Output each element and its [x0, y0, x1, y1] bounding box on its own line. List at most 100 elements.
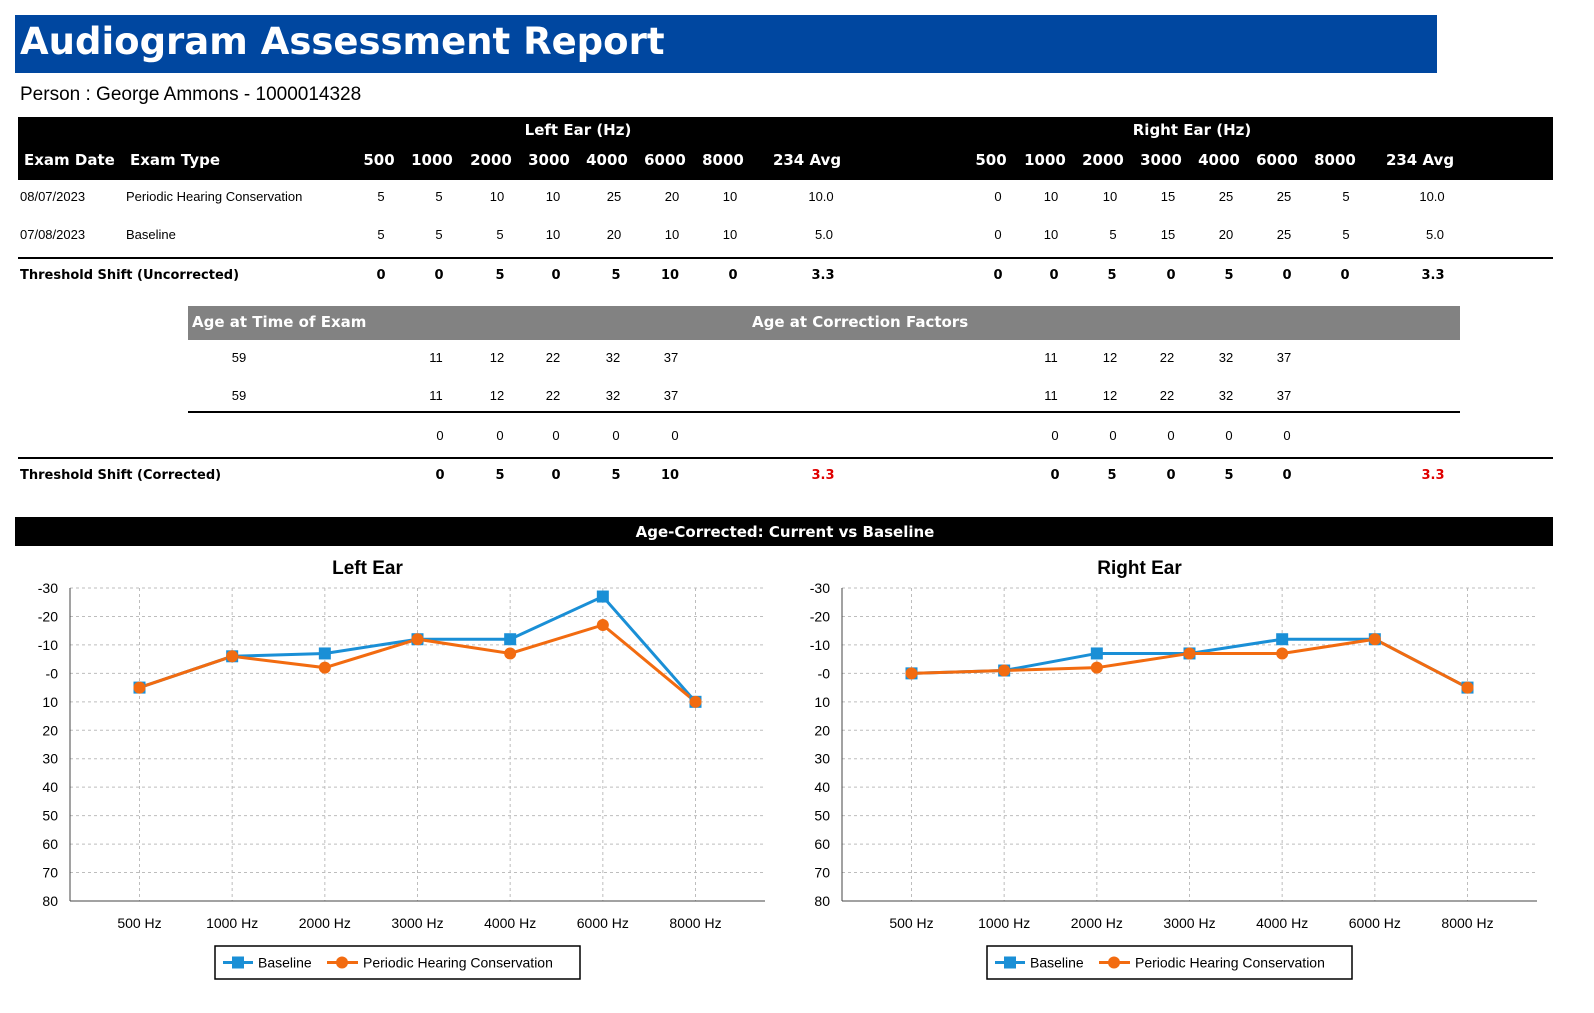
factor-cell: 12	[489, 388, 505, 403]
right-freq-header: 1000	[1024, 151, 1066, 169]
x-tick-label: 1000 Hz	[978, 915, 1030, 931]
left-freq-header: 8000	[702, 151, 744, 169]
x-tick-label: 3000 Hz	[391, 915, 443, 931]
diff-cell: 0	[1283, 428, 1291, 443]
factor-cell: 11	[429, 388, 443, 403]
row-exam-date: 08/07/2023	[20, 189, 86, 204]
cell: 15	[1160, 227, 1176, 242]
legend-periodic-label: Periodic Hearing Conservation	[1135, 955, 1325, 971]
cell: 10	[545, 227, 561, 242]
baseline-point	[1276, 633, 1289, 646]
cell: 10	[545, 189, 561, 204]
periodic-point	[1090, 661, 1103, 674]
right-freq-header: 2000	[1082, 151, 1124, 169]
cell: 5	[377, 227, 385, 242]
cell: 20	[606, 227, 622, 242]
factor-cell: 11	[1044, 388, 1058, 403]
y-tick-label: 30	[42, 751, 58, 767]
y-tick-label: -20	[38, 608, 58, 624]
cell: 5	[435, 189, 443, 204]
x-tick-label: 4000 Hz	[1256, 915, 1308, 931]
chart-title: Right Ear	[1097, 558, 1182, 579]
shift-cell: 0	[551, 468, 561, 483]
title-banner	[15, 15, 1437, 73]
periodic-point	[1461, 681, 1474, 694]
y-tick-label: 30	[814, 751, 830, 767]
baseline-point	[596, 590, 609, 603]
cell: 5	[377, 189, 385, 204]
cell: 10	[1102, 189, 1118, 204]
y-tick-label: -10	[810, 637, 830, 653]
y-tick-label: -0	[46, 665, 59, 681]
x-tick-label: 6000 Hz	[577, 915, 629, 931]
person-label: Person :	[20, 84, 91, 105]
person-line: Person : George Ammons - 1000014328	[20, 84, 361, 106]
y-tick-label: -20	[810, 608, 830, 624]
cell-avg: 10.0	[1419, 189, 1445, 204]
baseline-point	[318, 647, 331, 660]
shift-cell: 0	[551, 268, 561, 283]
left-freq-header: 4000	[586, 151, 628, 169]
cell: 10	[1043, 227, 1059, 242]
cell: 20	[664, 189, 680, 204]
divider	[188, 411, 1460, 413]
y-tick-label: 70	[42, 865, 58, 881]
shift-avg-red: 3.3	[811, 468, 835, 483]
y-tick-label: -0	[818, 665, 831, 681]
cell: 5	[1342, 227, 1350, 242]
cell: 15	[1160, 189, 1176, 204]
cell: 10	[664, 227, 680, 242]
report-title: Audiogram Assessment Report	[20, 20, 665, 63]
left-freq-header: 1000	[411, 151, 453, 169]
legend-baseline-marker	[232, 956, 244, 969]
x-tick-label: 8000 Hz	[1441, 915, 1493, 931]
right-avg-header: 234 Avg	[1385, 151, 1455, 169]
periodic-point	[689, 695, 702, 708]
left-avg-header: 234 Avg	[772, 151, 842, 169]
periodic-point	[998, 664, 1011, 677]
shift-cell: 0	[1340, 268, 1350, 283]
periodic-point	[1368, 633, 1381, 646]
cell: 10	[722, 189, 738, 204]
cell: 25	[1276, 189, 1292, 204]
diff-cell: 0	[1225, 428, 1233, 443]
shift-cell: 0	[376, 268, 386, 283]
factor-cell: 11	[1044, 350, 1058, 365]
person-value: George Ammons - 1000014328	[96, 84, 362, 105]
age-table-header	[188, 306, 1460, 340]
factor-cell: 37	[663, 388, 679, 403]
factor-cell: 22	[545, 350, 561, 365]
shift-cell: 10	[660, 268, 680, 283]
periodic-point	[318, 661, 331, 674]
diff-cell: 0	[1051, 428, 1059, 443]
periodic-point	[905, 667, 918, 680]
factor-cell: 12	[1102, 388, 1118, 403]
factor-cell: 22	[1159, 350, 1175, 365]
diff-cell: 0	[1167, 428, 1175, 443]
shift-cell: 10	[660, 468, 680, 483]
col-exam-type: Exam Type	[130, 151, 221, 169]
cell: 5	[1342, 189, 1350, 204]
shift-cell: 5	[1107, 468, 1117, 483]
y-tick-label: 50	[814, 808, 830, 824]
shift-cell: 5	[495, 268, 505, 283]
shift-cell: 0	[1282, 468, 1292, 483]
cell: 0	[994, 189, 1002, 204]
cell: 20	[1218, 227, 1234, 242]
shift-avg: 3.3	[1421, 268, 1445, 283]
row-exam-type: Baseline	[126, 227, 176, 242]
chart-title: Left Ear	[332, 558, 403, 579]
factor-cell: 32	[1218, 350, 1234, 365]
cell-avg: 5.0	[814, 227, 834, 242]
cell: 0	[994, 227, 1002, 242]
shift-cell: 0	[435, 468, 445, 483]
right-freq-header: 3000	[1140, 151, 1182, 169]
cell: 5	[435, 227, 443, 242]
periodic-point	[133, 681, 146, 694]
y-tick-label: 10	[814, 694, 830, 710]
legend-box	[986, 945, 1353, 980]
cell: 5	[1109, 227, 1117, 242]
shift-cell: 0	[1049, 268, 1059, 283]
col-factors: Age at Correction Factors	[752, 313, 969, 331]
periodic-point	[504, 647, 517, 660]
